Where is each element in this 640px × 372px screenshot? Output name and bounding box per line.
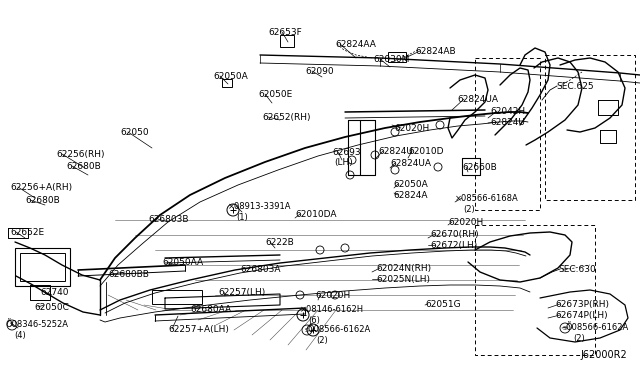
Text: 62030M: 62030M xyxy=(373,55,410,64)
Text: 62824A: 62824A xyxy=(393,191,428,200)
Text: 62020H: 62020H xyxy=(394,124,429,133)
Text: 62652(RH): 62652(RH) xyxy=(262,113,310,122)
Text: (2): (2) xyxy=(463,205,475,214)
Text: S: S xyxy=(563,326,567,330)
Text: 62042H: 62042H xyxy=(490,107,525,116)
Text: 62050E: 62050E xyxy=(258,90,292,99)
Text: (6): (6) xyxy=(308,316,320,325)
Text: 626803B: 626803B xyxy=(148,215,189,224)
Text: 62824AA: 62824AA xyxy=(335,40,376,49)
Text: 62050A: 62050A xyxy=(213,72,248,81)
Text: 62824U: 62824U xyxy=(490,118,525,127)
Text: 62670(RH): 62670(RH) xyxy=(430,230,479,239)
Text: 62680BB: 62680BB xyxy=(108,270,149,279)
Text: Õ08566-6162A: Õ08566-6162A xyxy=(308,325,371,334)
Text: 62824UA: 62824UA xyxy=(457,95,498,104)
Text: 62693: 62693 xyxy=(332,148,360,157)
Text: (1): (1) xyxy=(236,213,248,222)
Text: 6222B: 6222B xyxy=(265,238,294,247)
Text: 62824AB: 62824AB xyxy=(415,47,456,56)
Bar xyxy=(20,253,65,281)
Text: ×08566-6168A: ×08566-6168A xyxy=(455,194,519,203)
Text: ×08146-6162H: ×08146-6162H xyxy=(300,305,364,314)
Text: 626803A: 626803A xyxy=(240,265,280,274)
Text: 62660B: 62660B xyxy=(462,163,497,172)
Text: (LH): (LH) xyxy=(334,158,353,167)
Text: 62051G: 62051G xyxy=(425,300,461,309)
Text: S: S xyxy=(10,323,14,327)
Text: 62824U: 62824U xyxy=(378,147,413,156)
Text: (2): (2) xyxy=(573,334,585,343)
Text: 62020H: 62020H xyxy=(315,291,350,300)
Text: 62010D: 62010D xyxy=(408,147,444,156)
Text: 62680B: 62680B xyxy=(66,162,100,171)
Text: (2): (2) xyxy=(316,336,328,345)
Text: (4): (4) xyxy=(14,331,26,340)
Bar xyxy=(15,248,70,286)
Text: 62024N(RH): 62024N(RH) xyxy=(376,264,431,273)
Bar xyxy=(152,290,202,304)
Text: ×08913-3391A: ×08913-3391A xyxy=(228,202,291,211)
Text: Õ08346-5252A: Õ08346-5252A xyxy=(5,320,68,329)
Text: 62674P(LH): 62674P(LH) xyxy=(555,311,607,320)
Bar xyxy=(222,79,232,87)
Text: 62050: 62050 xyxy=(120,128,148,137)
Text: 62824UA: 62824UA xyxy=(390,159,431,168)
Text: 62256+A(RH): 62256+A(RH) xyxy=(10,183,72,192)
Text: 62025N(LH): 62025N(LH) xyxy=(376,275,430,284)
Text: 62740: 62740 xyxy=(40,288,68,297)
Text: 62090: 62090 xyxy=(305,67,333,76)
Text: 62652E: 62652E xyxy=(10,228,44,237)
Text: 62680AA: 62680AA xyxy=(190,305,231,314)
Text: 62020H: 62020H xyxy=(448,218,483,227)
Text: 62050C: 62050C xyxy=(34,303,69,312)
Text: SEC.625: SEC.625 xyxy=(556,82,594,91)
Text: Õ08566-6162A: Õ08566-6162A xyxy=(565,323,628,332)
Text: 62256(RH): 62256(RH) xyxy=(56,150,104,159)
Text: 62680B: 62680B xyxy=(25,196,60,205)
Text: 62050AA: 62050AA xyxy=(162,258,203,267)
Text: 62673P(RH): 62673P(RH) xyxy=(555,300,609,309)
Text: 62257+A(LH): 62257+A(LH) xyxy=(168,325,229,334)
Text: 62257(LH): 62257(LH) xyxy=(218,288,265,297)
Bar xyxy=(388,52,406,62)
Text: SEC.630: SEC.630 xyxy=(558,265,596,274)
Text: S: S xyxy=(305,327,309,333)
Bar xyxy=(280,35,294,47)
Text: 62010DA: 62010DA xyxy=(295,210,337,219)
Text: 62672(LH): 62672(LH) xyxy=(430,241,477,250)
Text: 62653F: 62653F xyxy=(268,28,301,37)
Text: J62000R2: J62000R2 xyxy=(580,350,627,360)
Text: 62050A: 62050A xyxy=(393,180,428,189)
